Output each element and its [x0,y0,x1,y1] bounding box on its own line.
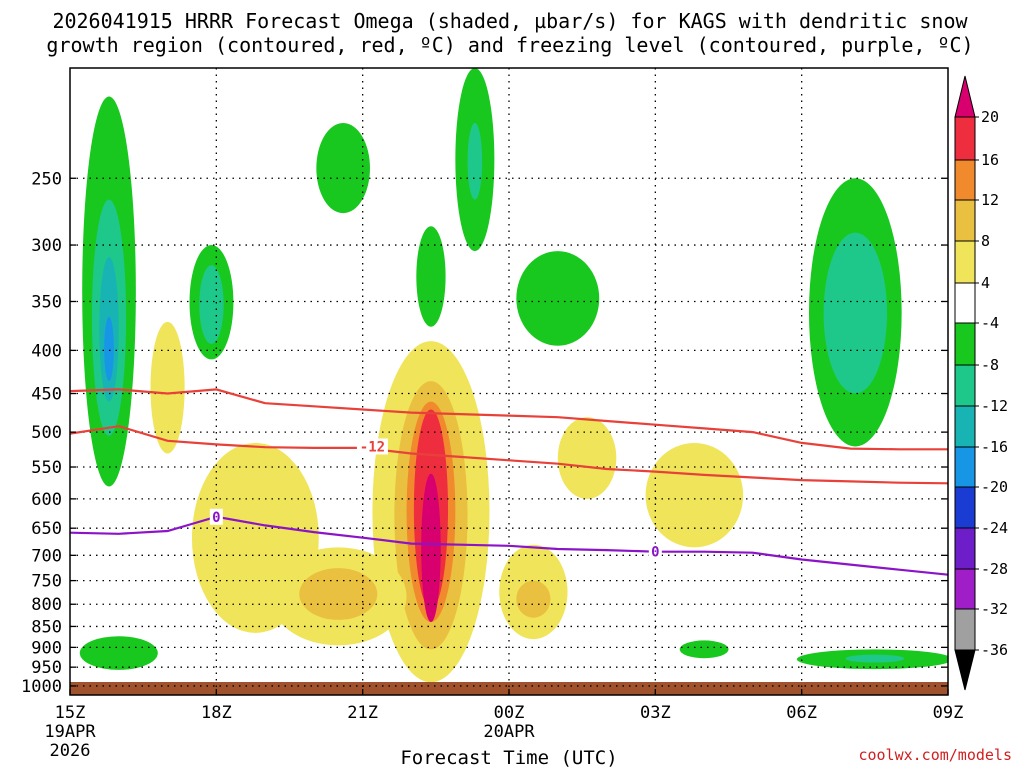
ytick-label-500: 500 [31,423,62,443]
ytick-label-650: 650 [31,519,62,539]
contour-label-3: 0 [651,545,659,561]
xtick-date-15Z: 19APR [44,722,96,742]
chart-title-line-1: 2026041915 HRRR Forecast Omega (shaded, … [52,9,968,33]
freezing-level-contour [70,515,948,576]
xtick-label-09Z: 09Z [933,703,964,723]
contour-label-2: 0 [212,510,220,526]
x-axis-label: Forecast Time (UTC) [400,747,617,768]
ytick-label-800: 800 [31,595,62,615]
ytick-label-850: 850 [31,617,62,637]
ytick-label-1000: 1000 [21,677,62,697]
downward-region-17z [150,321,185,454]
contour-label-bg-2 [209,508,223,525]
colorbar-swatch-12 [954,568,976,610]
xtick-label-03Z: 03Z [640,703,671,723]
colorbar-label-14: -36 [981,641,1008,659]
colorbar-swatch-7 [954,364,976,407]
colorbar-swatch-6 [954,322,976,366]
ytick-label-700: 700 [31,546,62,566]
contour-label-bg-1 [356,438,388,455]
upward-region-early-max [104,316,114,382]
upward-region-2030z [316,123,370,214]
contour-label-bg-3 [648,543,662,560]
chart-title-line-2: growth region (contoured, red, ºC) and f… [46,33,973,57]
colorbar-label-12: -28 [981,560,1008,578]
colorbar-swatch-3 [954,199,976,242]
downward-region-0130z [557,417,617,499]
colorbar-swatch-1 [954,116,976,161]
ytick-label-400: 400 [31,341,62,361]
upward-region-18z-core [199,265,224,344]
xtick-date-00Z: 20APR [483,722,535,742]
downward-region-2030z-8 [299,568,378,620]
xtick-label-15Z: 15Z [55,703,86,723]
contour-lines [70,388,948,576]
colorbar-label-10: -20 [981,478,1008,496]
colorbar-label-3: 12 [981,191,999,209]
upward-region-00z-top-core [467,123,483,200]
colorbar-label-7: -8 [981,356,999,374]
xtick-label-21Z: 21Z [347,703,378,723]
ytick-label-900: 900 [31,638,62,658]
downward-region-2230z-20 [421,473,441,623]
xtick-label-18Z: 18Z [201,703,232,723]
upward-region-16z-low [79,636,158,670]
contour-label-1: -12 [360,439,385,455]
colorbar-label-13: -32 [981,600,1008,618]
downward-region-0030z-8 [516,580,551,618]
colorbar-arrow-top [954,75,976,118]
upward-region-2230z [416,226,446,327]
colorbar-label-5: 4 [981,274,990,292]
colorbar-swatch-8 [954,405,976,448]
credit-text: coolwx.com/models [858,746,1012,764]
dgz-contour-1 [70,388,948,451]
colorbar-label-4: 8 [981,232,990,250]
colorbar-swatch-2 [954,159,976,201]
upward-region-03z-low [679,640,729,659]
colorbar-swatch-5 [954,282,976,324]
colorbar-swatch-4 [954,240,976,284]
contour-labels: -12 0 0 [209,438,662,561]
colorbar-label-11: -24 [981,519,1008,537]
colorbar-legend: 20 16 12 8 4 -4 -8 -12 -16 -20 -24 -28 -32 -36 [954,75,1008,691]
upward-region-0730z-low-core [845,654,905,663]
ytick-label-600: 600 [31,490,62,510]
ytick-label-250: 250 [31,169,62,189]
y-axis-pressure-ticks: 2503003504004505005506006507007508008509… [21,169,948,697]
colorbar-arrow-bottom [954,649,976,691]
xtick-label-06Z: 06Z [786,703,817,723]
colorbar-swatch-11 [954,527,976,570]
colorbar-label-6: -4 [981,314,999,332]
omega-shaded-regions [79,68,948,683]
ytick-label-350: 350 [31,292,62,312]
colorbar-label-8: -12 [981,397,1008,415]
colorbar-label-2: 16 [981,151,999,169]
ground-surface-bar [70,682,948,695]
ytick-label-300: 300 [31,236,62,256]
ytick-label-750: 750 [31,572,62,592]
colorbar-swatch-13 [954,608,976,651]
colorbar-label-9: -16 [981,438,1008,456]
pressure-gridlines [70,68,948,695]
upward-region-0130z [516,251,600,346]
ytick-label-450: 450 [31,385,62,405]
dgz-contour-2 [70,425,948,485]
colorbar-swatch-10 [954,486,976,529]
downward-region-03z [645,442,744,548]
colorbar-label-1: 20 [981,108,999,126]
ytick-label-950: 950 [31,658,62,678]
colorbar-swatch-9 [954,446,976,488]
upward-region-05z-core [823,232,888,394]
xtick-label-00Z: 00Z [494,703,525,723]
xtick-year-15Z: 2026 [50,741,91,761]
ytick-label-550: 550 [31,458,62,478]
